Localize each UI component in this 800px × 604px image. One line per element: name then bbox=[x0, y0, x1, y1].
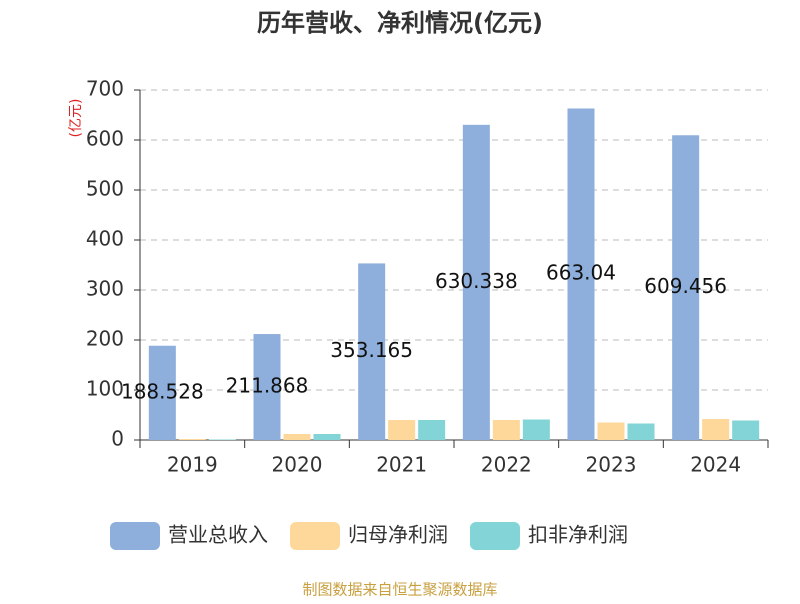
y-tick-label: 500 bbox=[86, 177, 124, 201]
bar bbox=[702, 419, 730, 440]
x-tick-label: 2023 bbox=[586, 453, 637, 477]
y-tick-label: 100 bbox=[86, 377, 124, 401]
y-tick-label: 200 bbox=[86, 327, 124, 351]
bar bbox=[358, 263, 386, 440]
legend-label: 扣非净利润 bbox=[528, 523, 628, 547]
bar bbox=[627, 423, 655, 440]
x-tick-label: 2022 bbox=[481, 453, 532, 477]
source-note: 制图数据来自恒生聚源数据库 bbox=[302, 581, 497, 599]
y-tick-label: 400 bbox=[86, 227, 124, 251]
y-tick-label: 700 bbox=[86, 77, 124, 101]
legend-swatch bbox=[110, 522, 160, 550]
bar bbox=[388, 420, 416, 440]
x-tick-label: 2024 bbox=[690, 453, 741, 477]
value-label: 188.528 bbox=[121, 379, 204, 403]
x-tick-label: 2021 bbox=[376, 453, 427, 477]
bar bbox=[253, 334, 281, 440]
bar bbox=[313, 434, 341, 440]
legend-label: 营业总收入 bbox=[168, 523, 268, 547]
legend-swatch bbox=[290, 522, 340, 550]
bar bbox=[418, 420, 446, 440]
bar bbox=[283, 434, 311, 440]
legend-swatch bbox=[470, 522, 520, 550]
y-tick-label: 600 bbox=[86, 127, 124, 151]
bar bbox=[732, 420, 760, 440]
bar bbox=[492, 420, 520, 440]
bar bbox=[462, 124, 490, 441]
value-label: 211.868 bbox=[226, 374, 309, 398]
bar bbox=[522, 419, 550, 440]
bar bbox=[208, 439, 236, 440]
bar bbox=[567, 108, 595, 440]
bar bbox=[178, 439, 206, 440]
chart-title: 历年营收、净利情况(亿元) bbox=[257, 9, 543, 37]
y-axis-label: (亿元) bbox=[68, 99, 84, 138]
x-tick-label: 2019 bbox=[167, 453, 218, 477]
value-label: 609.456 bbox=[644, 274, 727, 298]
legend-label: 归母净利润 bbox=[348, 523, 448, 547]
bar bbox=[597, 422, 625, 440]
value-label: 353.165 bbox=[330, 338, 413, 362]
bar bbox=[148, 345, 176, 440]
x-tick-label: 2020 bbox=[272, 453, 323, 477]
value-label: 630.338 bbox=[435, 269, 518, 293]
bar bbox=[672, 135, 700, 440]
y-tick-label: 0 bbox=[111, 427, 124, 451]
value-label: 663.04 bbox=[546, 261, 616, 285]
y-tick-label: 300 bbox=[86, 277, 124, 301]
